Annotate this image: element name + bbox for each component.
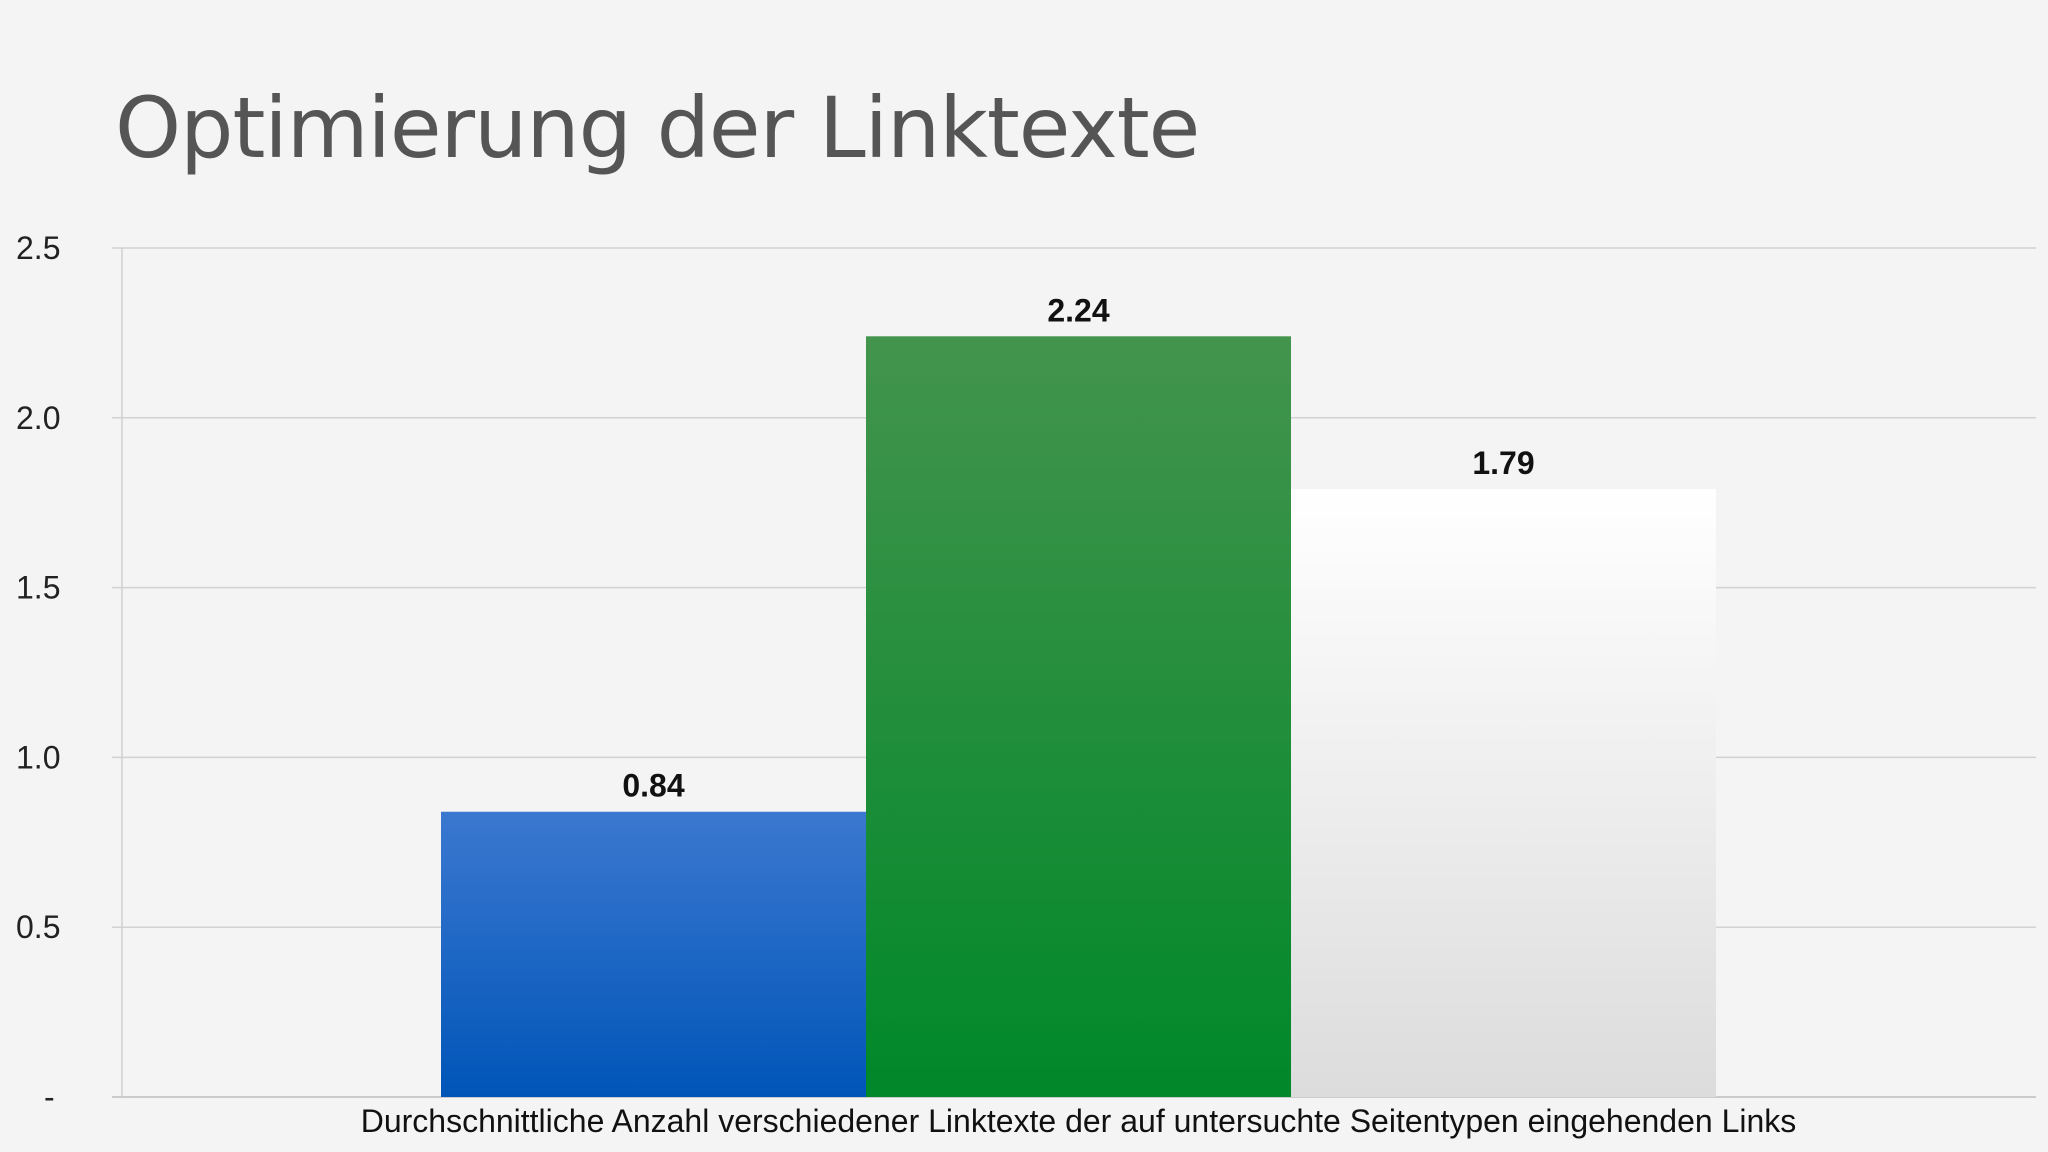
data-label-series-2: 2.24 xyxy=(1047,292,1109,328)
y-tick-label: - xyxy=(44,1079,55,1115)
data-label-series-3: 1.79 xyxy=(1472,445,1534,481)
y-tick-label: 2.5 xyxy=(16,230,60,266)
bar-series-1 xyxy=(441,811,866,1097)
bar-series-3 xyxy=(1291,489,1716,1098)
data-label-series-1: 0.84 xyxy=(622,768,684,804)
chart-title: Optimierung der Linktexte xyxy=(115,79,1200,177)
axes: - 0.5 1.0 1.5 2.0 2.5 xyxy=(16,230,123,1115)
y-tick-label: 1.0 xyxy=(16,739,60,775)
bar-series-2 xyxy=(866,336,1291,1097)
bars xyxy=(441,336,1716,1098)
x-category-label: Durchschnittliche Anzahl verschiedener L… xyxy=(361,1103,1797,1139)
y-tick-label: 0.5 xyxy=(16,909,60,945)
y-tick-label: 1.5 xyxy=(16,570,60,606)
labels: 0.84 2.24 1.79 Durchschnittliche Anzahl ver… xyxy=(361,292,1797,1139)
y-tick-label: 2.0 xyxy=(16,400,60,436)
